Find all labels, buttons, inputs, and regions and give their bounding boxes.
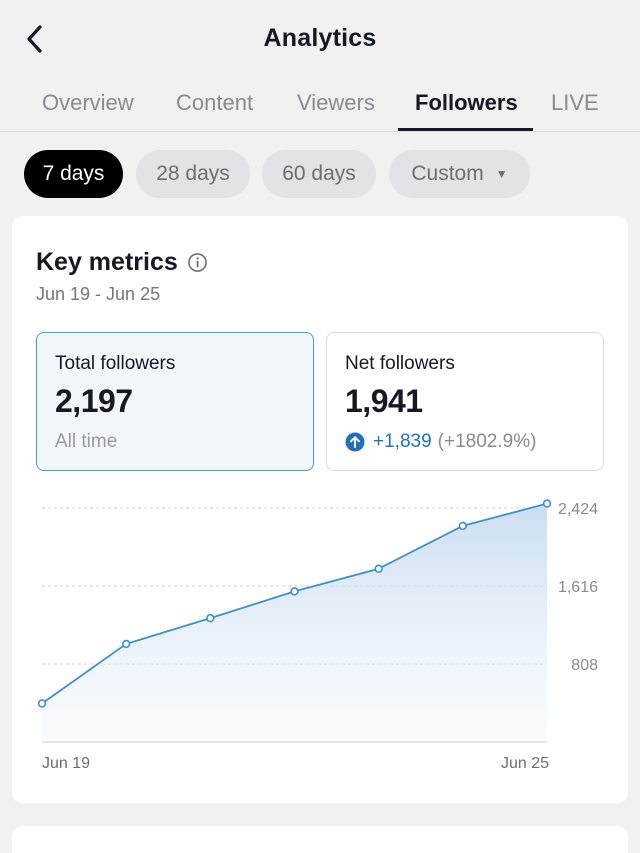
period-chip-7-days[interactable]: 7 days <box>24 150 123 198</box>
key-metrics-card: Key metrics Jun 19 - Jun 25 Total follow… <box>12 216 628 803</box>
period-chip-label: Custom <box>411 162 484 185</box>
period-chip-custom[interactable]: Custom ▼ <box>389 150 530 198</box>
period-filter-bar: 7 days 28 days 60 days Custom ▼ <box>0 150 640 198</box>
x-tick-label: Jun 19 <box>42 755 90 772</box>
data-point <box>37 699 47 708</box>
net-followers-change: +1,839 (+1802.9%) <box>345 431 536 453</box>
net-followers-delta-percent: (+1802.9%) <box>437 431 537 452</box>
total-followers-label: Total followers <box>55 353 176 374</box>
secondary-card <box>12 826 628 853</box>
tab-content[interactable]: Content <box>176 90 254 115</box>
arrow-up-circle-icon <box>345 432 365 452</box>
y-tick-label: 2,424 <box>558 501 598 518</box>
chart-area <box>42 503 547 742</box>
tab-bar: Overview Content Viewers Followers LIVE <box>0 80 640 132</box>
x-tick-label: Jun 25 <box>501 755 549 772</box>
data-point <box>206 613 215 623</box>
header: Analytics <box>0 0 640 80</box>
period-chip-28-days[interactable]: 28 days <box>136 150 250 198</box>
data-point <box>121 639 131 649</box>
total-followers-value: 2,197 <box>55 383 133 419</box>
data-point <box>542 499 552 508</box>
net-followers-delta: +1,839 <box>373 431 432 452</box>
data-point <box>290 587 299 596</box>
tab-live[interactable]: LIVE <box>551 90 599 115</box>
active-tab-indicator <box>398 128 533 131</box>
net-followers-card[interactable]: Net followers 1,941 +1,839 (+1802.9%) <box>326 332 604 471</box>
key-metrics-title: Key metrics <box>36 248 178 276</box>
page-title: Analytics <box>263 24 377 52</box>
net-followers-label: Net followers <box>345 353 455 374</box>
y-tick-label: 808 <box>571 657 598 674</box>
period-chip-label: 28 days <box>156 162 230 185</box>
followers-chart[interactable]: 808 1,616 2,424 Jun 19 Jun 25 <box>12 486 628 786</box>
net-followers-value: 1,941 <box>345 383 423 419</box>
info-icon[interactable] <box>187 252 208 273</box>
tab-followers[interactable]: Followers <box>415 90 518 115</box>
period-chip-label: 60 days <box>282 162 356 185</box>
period-chip-label: 7 days <box>42 162 105 185</box>
tab-overview[interactable]: Overview <box>42 90 134 115</box>
caret-down-icon: ▼ <box>495 167 508 181</box>
tab-viewers[interactable]: Viewers <box>297 90 375 115</box>
chevron-left-icon <box>27 25 42 53</box>
total-followers-sub: All time <box>55 431 118 452</box>
period-chip-60-days[interactable]: 60 days <box>262 150 376 198</box>
data-point <box>374 564 383 573</box>
back-button[interactable] <box>18 22 52 56</box>
total-followers-card[interactable]: Total followers 2,197 All time <box>36 332 314 471</box>
data-point <box>458 521 468 531</box>
date-range: Jun 19 - Jun 25 <box>36 284 161 304</box>
y-tick-label: 1,616 <box>558 579 598 596</box>
